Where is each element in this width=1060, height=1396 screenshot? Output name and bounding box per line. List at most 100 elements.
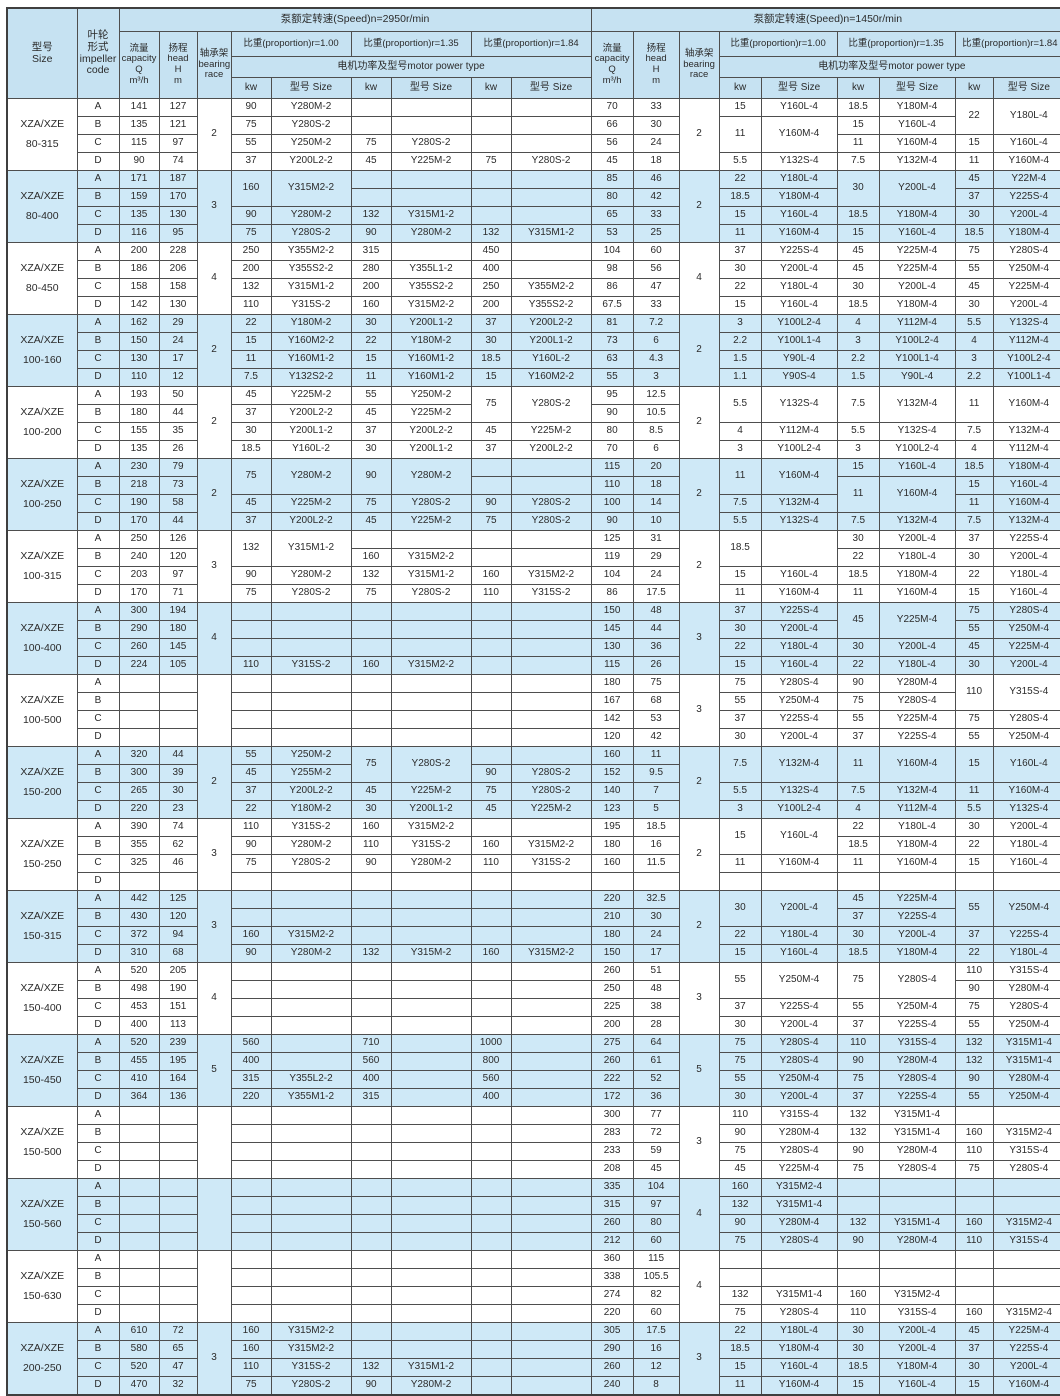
- kw-cell: 110: [954, 962, 994, 981]
- motor-type-cell: Y225S-4: [878, 728, 956, 747]
- motor-type-cell: Y315M1-2: [390, 566, 472, 585]
- capacity-cell: 300: [118, 602, 160, 621]
- motor-type-cell: Y315S-2: [390, 836, 472, 855]
- kw-cell: 11: [954, 386, 994, 423]
- kw-cell: 280: [350, 260, 392, 279]
- motor-type-cell: Y180M-4: [992, 224, 1060, 243]
- table-row-80-315-C: C 115 97 55 Y250M-2 75 Y280S-2 56 24 11 Y160M-4 15 Y…: [7, 134, 1060, 153]
- capacity-cell: 290: [118, 620, 160, 639]
- header-proportion-1450-1: 比重(proportion)r=1.35: [836, 31, 956, 57]
- kw-cell: 75: [718, 1052, 762, 1071]
- kw-cell: 75: [230, 224, 272, 243]
- motor-type-cell: [510, 602, 592, 621]
- model-size-cell: XZA/XZE 150-400: [6, 962, 78, 1035]
- motor-type-cell: Y160L-2: [270, 440, 352, 459]
- kw-cell: 110: [954, 1142, 994, 1161]
- table-row-150-560-B: B 315 97 132 Y315M1-4: [7, 1196, 1060, 1215]
- header-head-1450: 扬程 head H m: [632, 31, 680, 99]
- capacity-cell: 250: [118, 530, 160, 549]
- motor-type-cell: Y315S-2: [270, 296, 352, 315]
- motor-type-cell: [390, 1034, 472, 1053]
- kw-cell: 18.5: [836, 1358, 880, 1377]
- capacity-cell: 171: [118, 170, 160, 189]
- kw-cell: 30: [836, 170, 880, 207]
- capacity-cell: 110: [590, 476, 634, 495]
- head-cell: 71: [158, 584, 198, 603]
- kw-cell: [470, 458, 512, 477]
- kw-cell: 37: [718, 998, 762, 1017]
- motor-type-cell: Y132M-4: [878, 152, 956, 171]
- capacity-cell: 315: [590, 1196, 634, 1215]
- kw-cell: 75: [230, 854, 272, 873]
- kw-cell: 22: [954, 566, 994, 585]
- kw-cell: 37: [230, 404, 272, 423]
- motor-type-cell: Y180L-4: [760, 170, 838, 189]
- motor-type-cell: Y160M-4: [878, 584, 956, 603]
- kw-cell: 22: [718, 926, 762, 945]
- kw-cell: 55: [836, 998, 880, 1017]
- capacity-cell: 152: [590, 764, 634, 783]
- kw-cell: 560: [470, 1070, 512, 1089]
- head-cell: 17: [158, 350, 198, 369]
- motor-type-cell: Y180M-4: [878, 566, 956, 585]
- motor-type-cell: [390, 1124, 472, 1143]
- kw-cell: 18.5: [230, 440, 272, 459]
- motor-type-cell: Y90L-4: [760, 350, 838, 369]
- kw-cell: 11: [954, 494, 994, 513]
- kw-cell: [470, 728, 512, 747]
- head-cell: 60: [632, 242, 680, 261]
- table-row-80-315-D: D 90 74 37 Y200L2-2 45 Y225M-2 75 Y280S-2 45 18 5.5…: [7, 152, 1060, 171]
- head-cell: 126: [158, 530, 198, 549]
- head-cell: 12: [632, 1358, 680, 1377]
- motor-type-cell: Y200L-4: [760, 728, 838, 747]
- motor-type-cell: Y200L1-2: [390, 314, 472, 333]
- motor-type-cell: Y200L2-2: [270, 152, 352, 171]
- capacity-cell: [118, 1304, 160, 1323]
- motor-type-cell: Y315M2-2: [270, 1322, 352, 1341]
- motor-type-cell: Y180L-4: [760, 1322, 838, 1341]
- head-cell: 33: [632, 98, 680, 117]
- motor-type-cell: [270, 1232, 352, 1251]
- head-cell: 12.5: [632, 386, 680, 405]
- head-cell: 170: [158, 188, 198, 207]
- motor-type-cell: Y280M-2: [390, 458, 472, 495]
- capacity-cell: 135: [118, 206, 160, 225]
- kw-cell: 37: [954, 530, 994, 549]
- kw-cell: 200: [230, 260, 272, 279]
- kw-cell: 45: [350, 782, 392, 801]
- head-cell: [158, 1214, 198, 1233]
- kw-cell: [954, 1196, 994, 1215]
- kw-cell: 400: [350, 1070, 392, 1089]
- impeller-code-cell: B: [76, 548, 120, 567]
- impeller-code-cell: B: [76, 1196, 120, 1215]
- motor-type-cell: Y280S-4: [760, 674, 838, 693]
- capacity-cell: 193: [118, 386, 160, 405]
- head-cell: 30: [632, 116, 680, 135]
- motor-type-cell: [510, 170, 592, 189]
- head-cell: 64: [632, 1034, 680, 1053]
- bearing-race-cell: 3: [196, 170, 232, 243]
- table-body: XZA/XZE 80-315 A 141 127 2 90 Y280M-2 70 33 2 15 Y1…: [6, 98, 1060, 1396]
- kw-cell: 4: [954, 332, 994, 351]
- kw-cell: 45: [954, 638, 994, 657]
- motor-type-cell: Y100L1-4: [878, 350, 956, 369]
- head-cell: 74: [158, 152, 198, 171]
- motor-type-cell: Y132M-4: [760, 494, 838, 513]
- capacity-cell: 130: [118, 350, 160, 369]
- kw-cell: 15: [954, 854, 994, 873]
- kw-cell: 75: [718, 674, 762, 693]
- kw-cell: [350, 1214, 392, 1233]
- kw-cell: 11: [836, 854, 880, 873]
- motor-type-cell: Y250M-2: [390, 386, 472, 405]
- kw-cell: 160: [836, 1286, 880, 1305]
- impeller-code-cell: B: [76, 260, 120, 279]
- head-cell: 8.5: [632, 422, 680, 441]
- motor-type-cell: [270, 962, 352, 981]
- motor-type-cell: Y225M-2: [390, 782, 472, 801]
- kw-cell: 30: [718, 1088, 762, 1107]
- motor-type-cell: [390, 1196, 472, 1215]
- motor-type-cell: Y200L-4: [878, 170, 956, 207]
- impeller-code-cell: D: [76, 296, 120, 315]
- head-cell: 25: [632, 224, 680, 243]
- kw-cell: 22: [718, 638, 762, 657]
